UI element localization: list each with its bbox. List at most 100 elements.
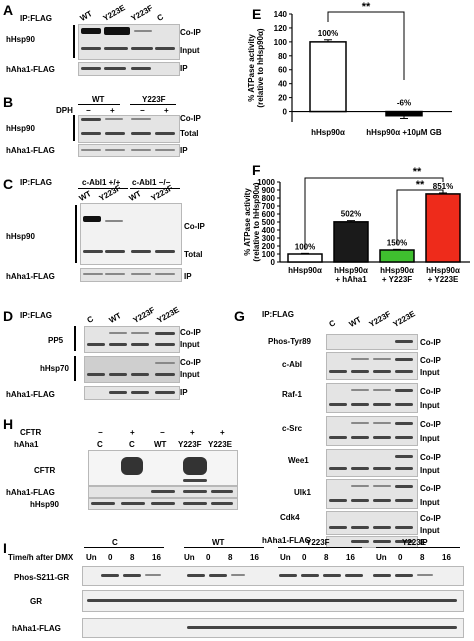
lane-label: C [129, 440, 135, 449]
right-label: Co-IP [420, 356, 441, 365]
time-label: 16 [442, 553, 451, 562]
right-label: Co-IP [420, 387, 441, 396]
blot-hsp90 [88, 498, 238, 510]
panel-letter: B [3, 94, 14, 110]
right-label: Input [420, 526, 440, 535]
sign: + [164, 106, 169, 115]
time-label: 8 [130, 553, 135, 562]
blot-aha1 [80, 268, 182, 282]
category-label: hHsp90α [334, 266, 368, 275]
y-tick-label: 400 [262, 226, 276, 235]
dph-label: DPH [56, 106, 73, 115]
right-label: IP [180, 64, 188, 73]
right-label: Co-IP [180, 28, 201, 37]
ip-label: IP:FLAG [20, 14, 52, 23]
sign: + [130, 428, 135, 437]
right-label: Total [184, 250, 203, 259]
y-axis-label: (relative to hHsp90α) [252, 182, 261, 261]
row-label: PP5 [48, 336, 64, 345]
significance-bracket [396, 189, 444, 245]
lane-label: Y223F [131, 305, 157, 325]
right-label: IP [180, 146, 188, 155]
group-label: Y223E [402, 538, 427, 547]
lane-label: Y223E [101, 3, 127, 23]
right-label: Input [180, 340, 200, 349]
lane-label: WT [127, 188, 143, 203]
data-label: -6% [397, 99, 411, 108]
time-label: Un [376, 553, 387, 562]
ip-label: IP:FLAG [20, 311, 52, 320]
y-tick-label: 800 [262, 194, 276, 203]
y-tick-label: 200 [262, 242, 276, 251]
y-tick-label: 0 [283, 108, 288, 117]
right-label: Input [420, 401, 440, 410]
right-label: Co-IP [180, 328, 201, 337]
row-label: Cdk4 [280, 513, 300, 522]
time-label: 0 [398, 553, 403, 562]
category-label: hHsp90α [288, 266, 322, 275]
y-tick-label: 500 [262, 218, 276, 227]
blot-aha1 [78, 144, 180, 157]
right-label: Input [420, 498, 440, 507]
row-label: hHsp90 [6, 124, 35, 133]
row-label: Ulk1 [294, 488, 311, 497]
right-label: Co-IP [420, 453, 441, 462]
bar [287, 253, 323, 263]
row-label: GR [30, 597, 42, 606]
time-label: Un [184, 553, 195, 562]
blot-c-src [326, 416, 418, 446]
data-label: 851% [433, 182, 453, 191]
lane-label: Y223F [367, 309, 393, 329]
lane-label: Y223F [178, 440, 202, 449]
panel-letter: E [252, 6, 262, 22]
bar [309, 41, 347, 113]
aha-label: hAha1 [14, 440, 39, 449]
data-label: 100% [318, 29, 338, 38]
row-label: c-Src [282, 424, 303, 433]
right-label: Input [420, 466, 440, 475]
sign: + [110, 106, 115, 115]
right-label: Input [420, 368, 440, 377]
cftr-label: CFTR [20, 428, 42, 437]
row-label: hHsp90 [6, 35, 35, 44]
panel-letter: H [3, 416, 14, 432]
y-axis-label: % ATPase activity [247, 34, 256, 102]
blot-raf-1 [326, 383, 418, 413]
blot-aha1 [82, 618, 464, 638]
y-tick-label: 700 [262, 202, 276, 211]
significance-label: ** [413, 166, 422, 178]
group-label: C [112, 538, 118, 547]
blot-aha1 [88, 486, 238, 498]
ip-label: IP:FLAG [262, 310, 294, 319]
row-label: hAha1-FLAG [6, 146, 55, 155]
chart-e: 0 20 40 60 80 100 120 140 % ATPase activity (rela… [247, 1, 452, 137]
bar [425, 193, 461, 263]
time-label: 0 [206, 553, 211, 562]
right-label: Total [180, 129, 199, 138]
y-tick-label: 900 [262, 186, 276, 195]
bar [333, 221, 369, 263]
blot-wee1 [326, 449, 418, 477]
y-axis-label: (relative to hHsp90α) [256, 28, 265, 107]
row-label: hAha1-FLAG [6, 390, 55, 399]
lane-label: WT [154, 440, 167, 449]
time-label: 16 [152, 553, 161, 562]
sign: + [190, 428, 195, 437]
panel-letter: A [3, 2, 14, 18]
blot-gr [82, 590, 464, 612]
row-label: Raf-1 [282, 390, 303, 399]
right-label: Co-IP [180, 358, 201, 367]
right-label: Co-IP [420, 514, 441, 523]
right-label: Co-IP [420, 484, 441, 493]
category-label: hHsp90α [311, 128, 345, 137]
blot-hsp90 [78, 115, 180, 143]
significance-bracket [327, 11, 405, 80]
group-label: Y223F [306, 538, 330, 547]
row-label: hAha1-FLAG [262, 536, 311, 545]
panel-letter: I [3, 540, 7, 556]
row-label: CFTR [34, 466, 56, 475]
right-label: IP [420, 538, 428, 547]
y-tick-label: 0 [271, 258, 276, 267]
right-label: Co-IP [420, 338, 441, 347]
group-label: c-Abl1 −/− [132, 178, 171, 187]
